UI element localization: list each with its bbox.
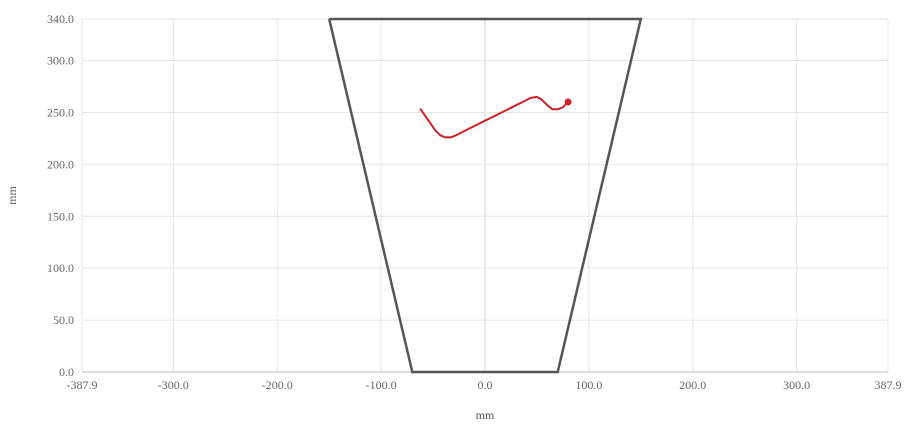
y-tick-label: 250.0 (47, 105, 74, 119)
x-tick-label: 0.0 (478, 378, 493, 392)
y-tick-label: 150.0 (47, 209, 74, 223)
y-tick-label: 50.0 (53, 313, 74, 327)
x-tick-label: -200.0 (262, 378, 293, 392)
y-tick-label: 200.0 (47, 157, 74, 171)
grid (81, 18, 889, 373)
x-tick-label: -387.9 (67, 378, 98, 392)
y-tick-label: 100.0 (47, 261, 74, 275)
y-axis-label: mm (5, 186, 19, 205)
series (327, 17, 643, 374)
x-tick-label: 200.0 (679, 378, 706, 392)
x-tick-label: -100.0 (366, 378, 397, 392)
y-tick-label: 340.0 (47, 12, 74, 26)
workspace-boundary-line (327, 17, 643, 374)
x-tick-labels: -387.9 -300.0 -200.0 -100.0 0.0 100.0 200.0 300… (67, 378, 902, 392)
x-tick-label: 300.0 (783, 378, 810, 392)
y-tick-label: 300.0 (47, 54, 74, 68)
x-axis-label: mm (476, 408, 495, 422)
x-tick-label: 100.0 (575, 378, 602, 392)
trajectory-line (419, 95, 570, 139)
x-tick-label: -300.0 (158, 378, 189, 392)
y-tick-labels: 0.0 50.0 100.0 150.0 200.0 250.0 300.0 340.0 (47, 12, 74, 379)
x-tick-label: 387.9 (875, 378, 902, 392)
y-tick-label: 0.0 (59, 365, 74, 379)
trajectory-end-point (564, 98, 572, 106)
